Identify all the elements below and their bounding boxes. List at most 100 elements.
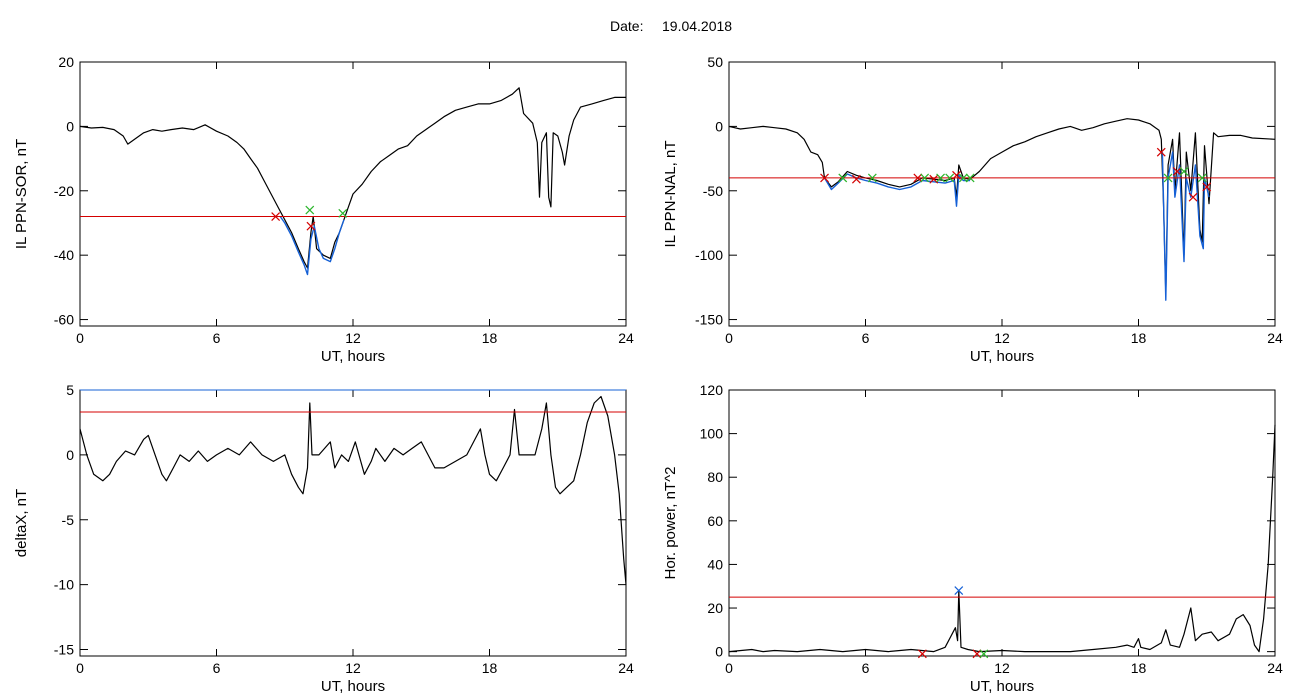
x-tick-label: 6 bbox=[213, 330, 221, 346]
y-tick-label: -100 bbox=[695, 247, 723, 263]
x-tick-label: 18 bbox=[482, 330, 498, 346]
chart-panel-1: 0 6 12 18 24 -60 -40 -20 0 20 UT, hours IL PPN-SOR,… bbox=[13, 54, 634, 365]
series-line bbox=[728, 424, 1276, 653]
x-axis-title: UT, hours bbox=[970, 678, 1034, 695]
marker-stroke bbox=[271, 212, 281, 221]
y-tick-label: -60 bbox=[54, 312, 74, 328]
x-tick-label: 0 bbox=[76, 330, 84, 346]
y-tick-label: -10 bbox=[54, 577, 74, 593]
event-marker bbox=[338, 208, 348, 218]
y-tick-label: -150 bbox=[695, 312, 723, 328]
event-marker bbox=[271, 212, 281, 221]
x-tick-label: 18 bbox=[1131, 330, 1147, 346]
y-tick-label: 20 bbox=[58, 54, 74, 70]
chart-panel-2: 0 6 12 18 24 -150 -100 -50 0 50 UT, hours IL PPN-NA… bbox=[662, 54, 1283, 365]
x-tick-label: 24 bbox=[618, 660, 634, 676]
plot-frame bbox=[728, 389, 1276, 657]
y-tick-label: 80 bbox=[707, 469, 723, 485]
marker-stroke bbox=[936, 173, 945, 183]
marker-stroke bbox=[338, 208, 348, 218]
marker-stroke bbox=[979, 649, 989, 659]
marker-stroke bbox=[820, 173, 829, 183]
chart-header: Date: 19.04.2018 bbox=[0, 18, 1300, 38]
chart-panel-3: 0 6 12 18 24 -15 -10 -5 0 5 UT, hours deltaX, nT bbox=[13, 382, 634, 695]
event-marker bbox=[958, 173, 968, 183]
marker-stroke bbox=[958, 173, 968, 183]
event-marker bbox=[913, 173, 923, 183]
event-marker bbox=[1172, 167, 1182, 176]
marker-stroke bbox=[954, 586, 964, 596]
event-marker bbox=[945, 173, 955, 183]
event-marker bbox=[920, 173, 930, 183]
marker-stroke bbox=[838, 173, 848, 183]
chart-panel-4: 0 6 12 18 24 0 20 40 60 80 100 120 UT, hours Hor. pow… bbox=[662, 382, 1283, 695]
marker-stroke bbox=[1156, 147, 1166, 157]
event-marker bbox=[1197, 173, 1207, 183]
event-marker bbox=[917, 649, 927, 659]
event-marker bbox=[979, 649, 989, 659]
x-tick-label: 0 bbox=[725, 330, 733, 346]
plot-frame bbox=[79, 389, 627, 657]
marker-stroke bbox=[1163, 173, 1173, 183]
x-tick-label: 12 bbox=[994, 660, 1010, 676]
x-tick-label: 6 bbox=[862, 660, 870, 676]
series-line bbox=[728, 118, 1276, 295]
y-axis-title: IL PPN-NAL, nT bbox=[662, 141, 679, 248]
marker-stroke bbox=[1179, 167, 1189, 176]
y-tick-label: 40 bbox=[707, 556, 723, 572]
event-marker bbox=[1188, 192, 1198, 202]
event-marker bbox=[1179, 167, 1189, 176]
x-tick-label: 18 bbox=[482, 660, 498, 676]
event-marker bbox=[972, 649, 982, 659]
marker-stroke bbox=[965, 173, 975, 183]
y-tick-label: 5 bbox=[66, 382, 74, 398]
y-tick-label: 100 bbox=[700, 426, 724, 442]
x-axis-title: UT, hours bbox=[321, 348, 385, 365]
y-tick-label: -40 bbox=[54, 247, 74, 263]
marker-stroke bbox=[913, 173, 923, 183]
event-marker bbox=[851, 174, 861, 184]
highlight-line bbox=[279, 216, 345, 276]
marker-stroke bbox=[306, 221, 316, 231]
y-tick-label: 50 bbox=[707, 54, 723, 70]
event-marker bbox=[820, 173, 829, 183]
y-tick-label: -20 bbox=[54, 183, 74, 199]
y-tick-label: 0 bbox=[66, 447, 74, 463]
x-tick-label: 0 bbox=[725, 660, 733, 676]
event-marker bbox=[1156, 147, 1166, 157]
event-marker bbox=[838, 173, 848, 183]
marker-stroke bbox=[917, 649, 927, 659]
x-tick-label: 0 bbox=[76, 660, 84, 676]
marker-stroke bbox=[929, 174, 939, 184]
x-tick-label: 24 bbox=[618, 330, 634, 346]
y-tick-label: -15 bbox=[54, 642, 74, 658]
marker-stroke bbox=[1202, 182, 1212, 192]
x-tick-label: 18 bbox=[1131, 660, 1147, 676]
x-tick-label: 24 bbox=[1267, 330, 1283, 346]
y-tick-label: -5 bbox=[62, 512, 75, 528]
date-value: 19.04.2018 bbox=[662, 18, 733, 34]
marker-stroke bbox=[952, 170, 961, 180]
marker-stroke bbox=[851, 174, 861, 184]
series-line bbox=[79, 87, 626, 269]
y-tick-label: 0 bbox=[715, 118, 723, 134]
x-tick-label: 6 bbox=[213, 660, 221, 676]
y-tick-label: 20 bbox=[707, 600, 723, 616]
series-line bbox=[79, 395, 627, 585]
event-marker bbox=[954, 586, 964, 596]
event-marker bbox=[867, 173, 877, 183]
x-tick-label: 6 bbox=[862, 330, 870, 346]
highlight-line bbox=[1161, 151, 1210, 301]
y-tick-label: 120 bbox=[700, 382, 724, 398]
event-marker bbox=[965, 173, 975, 183]
y-axis-title: IL PPN-SOR, nT bbox=[13, 139, 30, 249]
y-tick-label: -50 bbox=[703, 183, 723, 199]
x-axis-title: UT, hours bbox=[970, 348, 1034, 365]
event-marker bbox=[305, 205, 315, 215]
y-axis-title: deltaX, nT bbox=[13, 489, 30, 557]
marker-stroke bbox=[305, 205, 315, 215]
y-axis-title: Hor. power, nT^2 bbox=[662, 467, 679, 580]
event-marker bbox=[1202, 182, 1212, 192]
x-tick-label: 12 bbox=[345, 330, 361, 346]
